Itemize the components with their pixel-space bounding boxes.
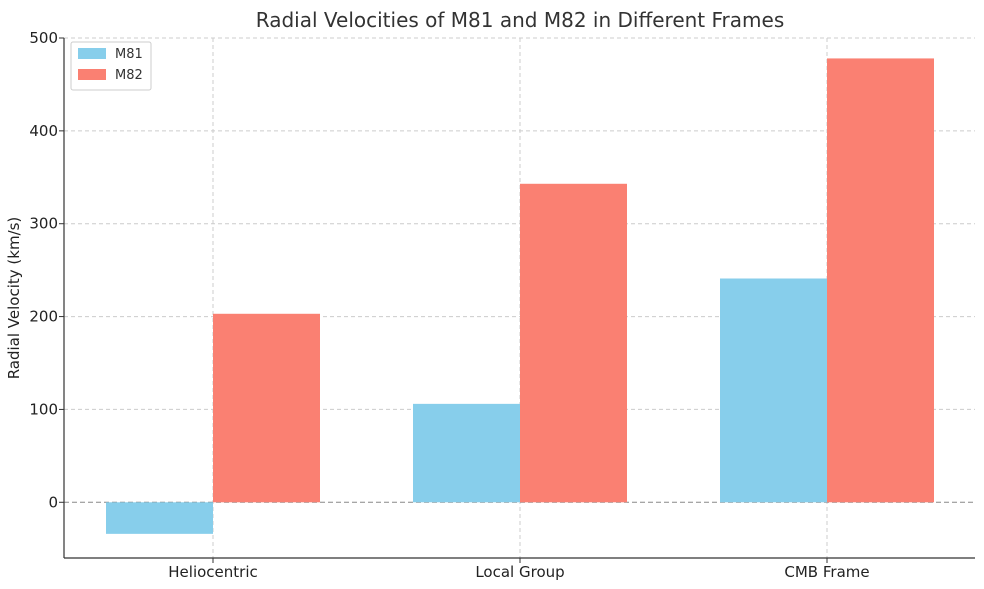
bar-m82-heliocentric (213, 313, 320, 503)
chart-title: Radial Velocities of M81 and M82 in Diff… (256, 8, 784, 32)
legend-swatch-m81 (78, 48, 106, 59)
y-tick-label: 300 (29, 215, 58, 233)
bars (106, 58, 934, 534)
y-tick-label: 500 (29, 29, 58, 47)
y-axis-label: Radial Velocity (km/s) (5, 217, 23, 380)
legend-label-m81: M81 (115, 47, 143, 62)
bar-m81-cmb-frame (720, 278, 827, 503)
y-tick-label: 200 (29, 308, 58, 326)
bar-m81-heliocentric (106, 502, 213, 534)
legend-swatch-m82 (78, 69, 106, 80)
legend-label-m82: M82 (115, 68, 143, 83)
ticks: 0 100 200 300 400 500 Heliocentric Local Group C… (29, 29, 869, 581)
bar-m82-cmb-frame (827, 58, 934, 503)
x-tick-label: Heliocentric (168, 563, 257, 581)
x-tick-label: CMB Frame (784, 563, 869, 581)
legend: M81 M82 (70, 41, 152, 91)
x-tick-label: Local Group (475, 563, 564, 581)
y-tick-label: 0 (48, 493, 58, 511)
bar-m82-local-group (520, 183, 627, 503)
y-tick-label: 100 (29, 400, 58, 418)
y-tick-label: 400 (29, 122, 58, 140)
bar-m81-local-group (413, 403, 520, 503)
